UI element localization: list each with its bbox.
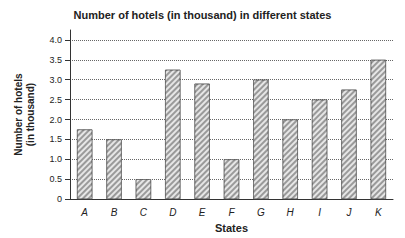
svg-text:0: 0 (57, 194, 62, 204)
svg-text:3.0: 3.0 (49, 75, 62, 85)
svg-text:2.0: 2.0 (49, 115, 62, 125)
svg-text:1.0: 1.0 (49, 154, 62, 164)
svg-text:G: G (257, 207, 265, 218)
svg-text:K: K (375, 207, 383, 218)
svg-text:E: E (199, 207, 206, 218)
svg-text:0.5: 0.5 (49, 174, 62, 184)
svg-text:D: D (169, 207, 176, 218)
svg-text:F: F (228, 207, 235, 218)
svg-text:3.5: 3.5 (49, 55, 62, 65)
svg-text:1.5: 1.5 (49, 134, 62, 144)
svg-text:A: A (80, 207, 88, 218)
svg-text:J: J (345, 207, 352, 218)
svg-text:H: H (287, 207, 295, 218)
svg-text:4.0: 4.0 (49, 35, 62, 45)
svg-text:B: B (111, 207, 118, 218)
svg-text:(in thousand): (in thousand) (25, 83, 36, 146)
svg-text:States: States (215, 222, 248, 234)
svg-text:C: C (140, 207, 148, 218)
svg-text:I: I (318, 207, 321, 218)
svg-text:Number of hotels: Number of hotels (13, 73, 24, 156)
svg-text:2.5: 2.5 (49, 95, 62, 105)
svg-text:Number of hotels (in thousand): Number of hotels (in thousand) in differ… (74, 9, 332, 21)
